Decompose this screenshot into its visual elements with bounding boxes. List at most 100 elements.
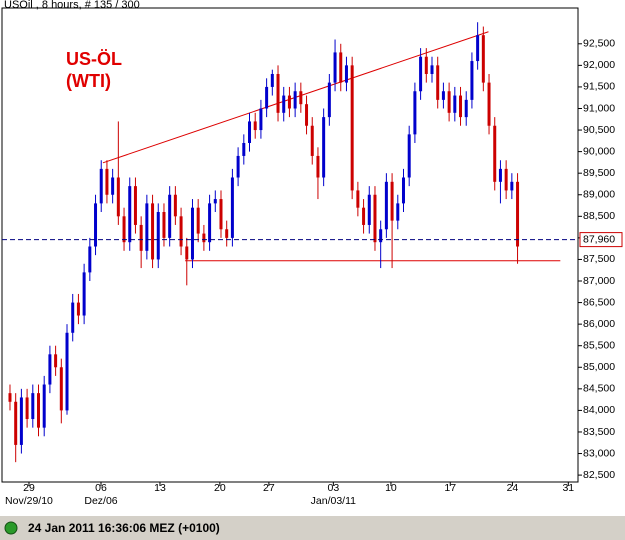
- candle-body: [333, 52, 337, 83]
- candle-body: [504, 168, 508, 191]
- candle-body: [219, 199, 223, 230]
- y-tick-label: 91,000: [583, 102, 615, 114]
- candle-body: [424, 56, 428, 74]
- candle-body: [71, 302, 75, 333]
- y-tick-label: 91,500: [583, 81, 615, 93]
- x-tick-label: 29: [23, 482, 35, 494]
- status-icon: [4, 521, 18, 535]
- price-label: 87,960: [583, 233, 615, 245]
- candle-body: [128, 186, 132, 243]
- candle-body: [270, 73, 274, 87]
- candle-body: [156, 212, 160, 260]
- x-tick-sublabel: Jan/03/11: [311, 495, 357, 507]
- candle-body: [8, 393, 12, 402]
- candle-body: [379, 229, 383, 243]
- candle-body: [447, 91, 451, 113]
- candle-body: [76, 302, 80, 316]
- chart-title: USOil , 8 hours, # 135 / 300: [4, 0, 140, 11]
- candle-body: [459, 95, 463, 118]
- candle-body: [230, 177, 234, 238]
- candle-body: [276, 73, 280, 113]
- candle-body: [356, 190, 360, 208]
- candle-body: [168, 194, 172, 238]
- candle-body: [396, 203, 400, 221]
- candle-body: [344, 65, 348, 83]
- candle-body: [19, 397, 23, 445]
- candle-body: [481, 35, 485, 83]
- candle-body: [54, 354, 58, 368]
- y-tick-label: 84,000: [583, 404, 615, 416]
- x-tick-label: 13: [154, 482, 166, 494]
- candle-body: [384, 181, 388, 230]
- candle-body: [498, 168, 502, 182]
- candle-body: [287, 95, 291, 109]
- y-tick-label: 88,500: [583, 210, 615, 222]
- candle-body: [493, 125, 497, 182]
- x-tick-label: 06: [95, 482, 107, 494]
- x-tick-label: 31: [562, 482, 574, 494]
- candle-body: [413, 91, 417, 135]
- candle-body: [305, 104, 309, 126]
- y-tick-label: 92,500: [583, 38, 615, 50]
- candle-body: [48, 354, 52, 385]
- x-tick-sublabel: Dez/06: [84, 495, 117, 507]
- candle-body: [213, 199, 217, 204]
- candle-body: [208, 203, 212, 243]
- candle-body: [327, 82, 331, 118]
- candle-body: [88, 246, 92, 273]
- candle-body: [31, 393, 35, 420]
- status-text: 24 Jan 2011 16:36:06 MEZ (+0100): [28, 521, 220, 535]
- candle-body: [42, 384, 46, 428]
- candle-body: [350, 65, 354, 191]
- y-tick-label: 85,500: [583, 339, 615, 351]
- candle-body: [145, 203, 149, 251]
- plot-area: [1, 7, 579, 483]
- y-tick-label: 90,500: [583, 124, 615, 136]
- candle-body: [373, 194, 377, 243]
- candle-body: [242, 142, 246, 156]
- candle-body: [265, 86, 269, 109]
- candle-body: [133, 186, 137, 225]
- candle-body: [419, 56, 423, 92]
- candle-body: [487, 82, 491, 126]
- y-tick-label: 84,500: [583, 383, 615, 395]
- candle-body: [401, 177, 405, 204]
- y-tick-label: 83,000: [583, 447, 615, 459]
- candle-body: [151, 203, 155, 260]
- candle-body: [510, 181, 514, 191]
- candle-body: [59, 367, 63, 411]
- candle-body: [259, 108, 263, 131]
- price-label-box: [579, 232, 623, 248]
- candle-body: [470, 61, 474, 100]
- y-tick-label: 86,500: [583, 296, 615, 308]
- candle-body: [173, 194, 177, 217]
- y-tick-label: 87,500: [583, 253, 615, 265]
- candle-body: [293, 91, 297, 109]
- candle-body: [430, 65, 434, 74]
- y-tick-label: 92,000: [583, 59, 615, 71]
- y-tick-label: 87,000: [583, 275, 615, 287]
- candle-body: [162, 212, 166, 238]
- y-tick-label: 82,500: [583, 469, 615, 481]
- x-tick-label: 27: [263, 482, 275, 494]
- candle-body: [82, 272, 86, 316]
- x-tick-label: 10: [385, 482, 397, 494]
- candle-body: [179, 216, 183, 247]
- y-tick-label: 83,500: [583, 426, 615, 438]
- annotation: (WTI): [66, 71, 111, 91]
- candle-body: [253, 121, 257, 131]
- candle-body: [94, 203, 98, 247]
- candle-body: [367, 194, 371, 225]
- candle-body: [116, 177, 120, 217]
- candle-body: [453, 95, 457, 113]
- candle-body: [190, 207, 194, 260]
- candle-body: [185, 246, 189, 260]
- candle-body: [236, 155, 240, 178]
- x-tick-label: 20: [214, 482, 226, 494]
- candle-body: [202, 233, 206, 243]
- candle-body: [441, 91, 445, 100]
- candle-body: [111, 177, 115, 195]
- candle-body: [299, 91, 303, 105]
- y-tick-label: 90,000: [583, 145, 615, 157]
